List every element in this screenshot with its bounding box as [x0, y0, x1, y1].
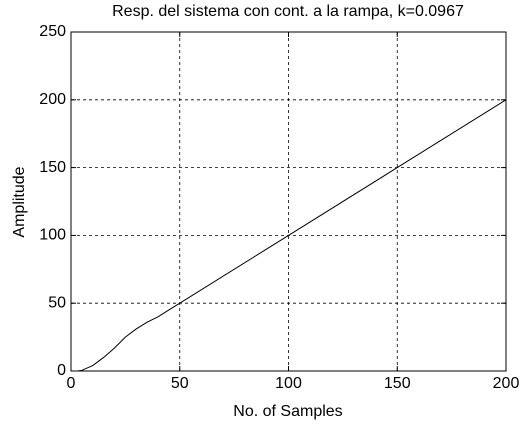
y-tick-label: 200 — [39, 91, 66, 108]
x-tick-label: 0 — [67, 375, 76, 392]
y-axis-label: Amplitude — [11, 166, 28, 237]
series-line — [71, 99, 507, 372]
x-tick-label: 150 — [384, 375, 411, 392]
y-tick-label: 100 — [39, 227, 66, 244]
x-tick-label: 50 — [171, 375, 189, 392]
y-tick-label: 150 — [39, 159, 66, 176]
x-tick-label: 200 — [493, 375, 520, 392]
y-tick-label: 250 — [39, 23, 66, 40]
x-tick-label: 100 — [275, 375, 302, 392]
chart-title: Resp. del sistema con cont. a la rampa, … — [112, 3, 464, 20]
x-axis-label: No. of Samples — [233, 403, 342, 420]
axes-box — [70, 31, 507, 372]
y-tick-label: 50 — [48, 294, 66, 311]
y-tick-label: 0 — [57, 362, 66, 379]
